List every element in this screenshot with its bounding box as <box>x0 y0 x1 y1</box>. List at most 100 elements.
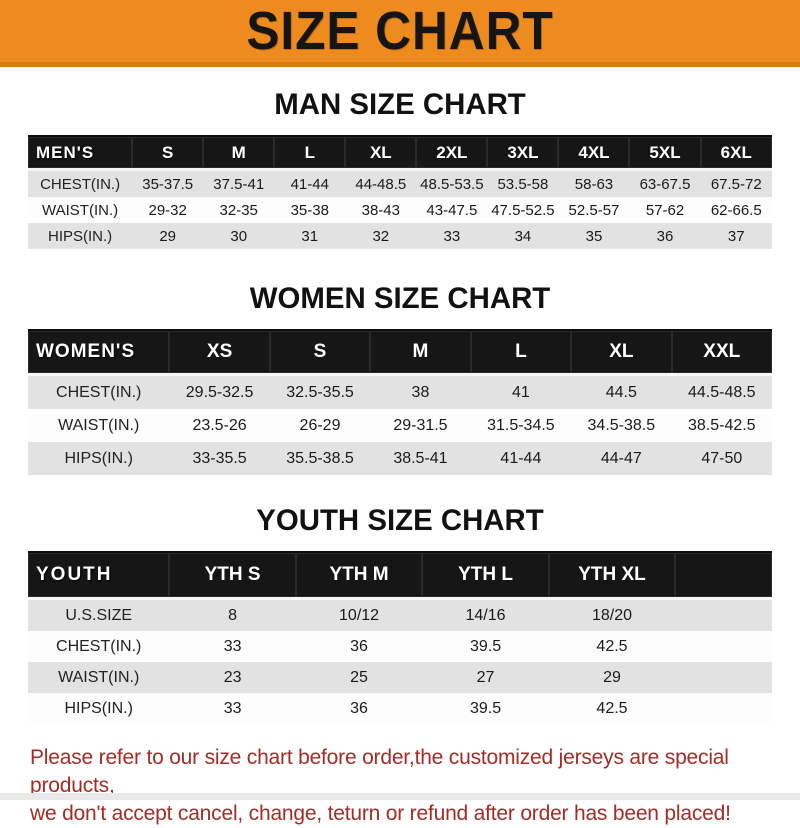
size-cell: 39.5 <box>422 631 549 662</box>
size-cell: 48.5-53.5 <box>416 169 488 197</box>
men-col-5xl: 5XL <box>629 135 701 171</box>
size-cell: 29 <box>548 662 676 693</box>
men-col-3xl: 3XL <box>487 135 559 171</box>
disclaimer-line-1: Please refer to our size chart before or… <box>30 746 729 797</box>
size-cell: 47-50 <box>671 442 772 475</box>
size-cell: 23.5-26 <box>169 409 270 442</box>
men-chest-row: CHEST(IN.) 35-37.5 37.5-41 41-44 44-48.5… <box>28 169 772 197</box>
men-col-m: M <box>203 135 275 171</box>
size-cell: 43-47.5 <box>416 197 488 223</box>
size-cell: 14/16 <box>422 598 549 631</box>
row-label: WAIST(IN.) <box>28 409 170 442</box>
size-cell <box>675 662 772 693</box>
men-header-row: MEN'S S M L XL 2XL 3XL 4XL 5XL 6XL <box>28 135 772 171</box>
size-cell: 52.5-57 <box>558 197 630 223</box>
size-cell: 42.5 <box>548 693 676 724</box>
youth-chest-row: CHEST(IN.) 33 36 39.5 42.5 <box>28 631 772 662</box>
youth-header-row: YOUTH YTH S YTH M YTH L YTH XL <box>28 551 772 600</box>
row-label: HIPS(IN.) <box>28 693 170 724</box>
youth-ussize-row: U.S.SIZE 8 10/12 14/16 18/20 <box>28 598 772 631</box>
size-cell: 34 <box>487 223 559 249</box>
size-cell: 62-66.5 <box>700 197 772 223</box>
row-label: U.S.SIZE <box>28 598 170 631</box>
size-cell: 23 <box>169 662 296 693</box>
row-label: WAIST(IN.) <box>28 197 133 223</box>
row-label: HIPS(IN.) <box>28 223 133 249</box>
bottom-edge-strip <box>0 793 800 800</box>
size-cell: 33 <box>169 693 296 724</box>
size-cell: 8 <box>169 598 296 631</box>
size-cell: 35-38 <box>274 197 346 223</box>
women-chest-row: CHEST(IN.) 29.5-32.5 32.5-35.5 38 41 44.… <box>28 374 772 409</box>
youth-col-l: YTH L <box>422 551 549 600</box>
size-cell: 26-29 <box>269 409 371 442</box>
size-cell: 41 <box>470 374 572 409</box>
row-label: CHEST(IN.) <box>28 374 170 409</box>
size-cell: 36 <box>295 631 423 662</box>
youth-col-xl: YTH XL <box>548 551 676 600</box>
size-cell: 18/20 <box>548 598 676 631</box>
women-table-label: WOMEN'S <box>28 329 170 376</box>
size-cell: 53.5-58 <box>487 169 559 197</box>
women-header-row: WOMEN'S XS S M L XL XXL <box>28 329 772 376</box>
size-cell <box>675 693 772 724</box>
size-cell: 35-37.5 <box>132 169 204 197</box>
women-col-xs: XS <box>169 329 270 376</box>
disclaimer-note: Please refer to our size chart before or… <box>30 744 780 828</box>
size-cell: 32.5-35.5 <box>269 374 371 409</box>
size-cell: 35.5-38.5 <box>269 442 371 475</box>
row-label: WAIST(IN.) <box>28 662 170 693</box>
size-cell: 42.5 <box>548 631 676 662</box>
women-waist-row: WAIST(IN.) 23.5-26 26-29 29-31.5 31.5-34… <box>28 409 772 442</box>
youth-hips-row: HIPS(IN.) 33 36 39.5 42.5 <box>28 693 772 724</box>
women-col-xxl: XXL <box>671 329 772 376</box>
size-cell <box>675 631 772 662</box>
men-waist-row: WAIST(IN.) 29-32 32-35 35-38 38-43 43-47… <box>28 197 772 223</box>
size-cell: 38.5-41 <box>370 442 471 475</box>
size-cell: 31.5-34.5 <box>470 409 572 442</box>
men-col-6xl: 6XL <box>700 135 772 171</box>
size-cell: 44.5 <box>571 374 672 409</box>
man-section-title: MAN SIZE CHART <box>274 88 526 121</box>
size-cell: 27 <box>422 662 549 693</box>
size-cell: 47.5-52.5 <box>487 197 559 223</box>
banner-title: SIZE CHART <box>246 1 554 61</box>
row-label: HIPS(IN.) <box>28 442 170 475</box>
size-cell <box>675 598 772 631</box>
size-cell: 41-44 <box>470 442 572 475</box>
size-cell: 38-43 <box>345 197 417 223</box>
size-cell: 32 <box>345 223 417 249</box>
youth-table-label: YOUTH <box>28 551 170 600</box>
youth-section-title: YOUTH SIZE CHART <box>256 504 544 537</box>
men-hips-row: HIPS(IN.) 29 30 31 32 33 34 35 36 37 <box>28 223 772 249</box>
row-label: CHEST(IN.) <box>28 169 133 197</box>
size-cell: 25 <box>295 662 423 693</box>
size-cell: 44.5-48.5 <box>671 374 772 409</box>
size-cell: 41-44 <box>274 169 346 197</box>
size-cell: 29-32 <box>132 197 204 223</box>
size-cell: 44-47 <box>571 442 672 475</box>
men-col-2xl: 2XL <box>416 135 488 171</box>
disclaimer-line-2: we don't accept cancel, change, teturn o… <box>30 802 731 825</box>
women-hips-row: HIPS(IN.) 33-35.5 35.5-38.5 38.5-41 41-4… <box>28 442 772 475</box>
size-cell: 39.5 <box>422 693 549 724</box>
size-cell: 38 <box>370 374 471 409</box>
size-chart-banner: SIZE CHART <box>0 0 800 67</box>
size-cell: 37 <box>700 223 772 249</box>
youth-waist-row: WAIST(IN.) 23 25 27 29 <box>28 662 772 693</box>
youth-col-s: YTH S <box>169 551 296 600</box>
women-size-table: WOMEN'S XS S M L XL XXL CHEST(IN.) 29.5-… <box>28 329 772 475</box>
size-cell: 29.5-32.5 <box>169 374 270 409</box>
size-cell: 36 <box>295 693 423 724</box>
size-cell: 58-63 <box>558 169 630 197</box>
size-cell: 37.5-41 <box>203 169 275 197</box>
size-cell: 63-67.5 <box>629 169 701 197</box>
size-cell: 34.5-38.5 <box>571 409 672 442</box>
size-cell: 33 <box>169 631 296 662</box>
size-cell: 35 <box>558 223 630 249</box>
men-col-s: S <box>132 135 204 171</box>
size-cell: 44-48.5 <box>345 169 417 197</box>
women-section-title: WOMEN SIZE CHART <box>249 282 551 315</box>
row-label: CHEST(IN.) <box>28 631 170 662</box>
size-cell: 33-35.5 <box>169 442 270 475</box>
